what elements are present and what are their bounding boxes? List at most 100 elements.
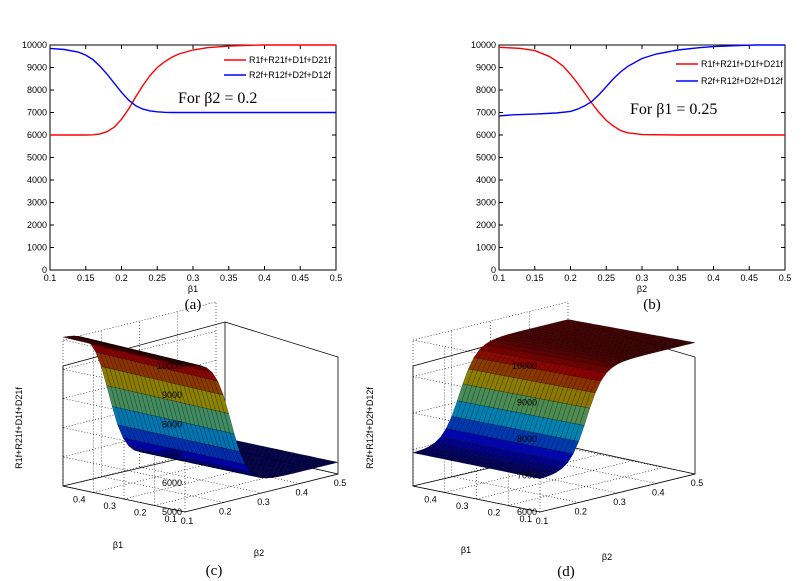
z-tick-label: 6000 [162, 478, 182, 488]
x-tick-label: 0.45 [740, 273, 758, 283]
y-grid-line [93, 454, 247, 493]
z-grid-line [62, 301, 217, 341]
panel-c-ticks: 5000 6000 7000 8000 9000 10000 0.1 0.2 0.3 0.4 0.5… [73, 361, 346, 526]
y-tick-label: 9000 [27, 63, 47, 73]
panel-b-xlabel: β2 [637, 284, 647, 294]
panel-d-ticks: 6000 7000 8000 9000 10000 0.1 0.2 0.3 0.4 0.5 0.1 0… [424, 361, 703, 526]
panel-b-legend-entry-1: R1f+R21f+D1f+D21f [701, 59, 783, 69]
panel-a-annotation: For β2 = 0.2 [178, 90, 257, 107]
x-tick-label: 0.5 [334, 478, 347, 488]
panel-b-ticks: 0.1 0.15 0.2 0.25 0.3 0.35 0.4 0.45 0.5 0 1000 2000… [471, 40, 791, 283]
panel-b-legend-box [671, 51, 785, 93]
panel-d-ylabel: β1 [461, 545, 471, 555]
panel-a-line-chart: 0.1 0.15 0.2 0.25 0.3 0.35 0.4 0.45 0.5 0 1000 2000… [22, 40, 342, 313]
panel-c-surface [62, 335, 339, 479]
y-tick-label: 7000 [27, 108, 47, 118]
x-tick-label: 0.25 [597, 273, 615, 283]
x-grid-line [412, 485, 541, 513]
z-grid-line [412, 301, 569, 341]
y-grid-line [539, 473, 696, 513]
panel-a-xlabel: β1 [188, 284, 198, 294]
panel-c-surface-plot: 5000 6000 7000 8000 9000 10000 0.1 0.2 0.3 0.4 0.5… [14, 301, 346, 579]
x-grid-line [451, 476, 579, 503]
series-line-1 [498, 46, 785, 136]
x-tick-label: 0.35 [669, 273, 687, 283]
panel-d-surface [412, 319, 696, 479]
panel-b-line-chart: 0.1 0.15 0.2 0.25 0.3 0.35 0.4 0.45 0.5 0 1000 2000… [471, 40, 791, 313]
y-tick-label: 2000 [476, 220, 496, 230]
y-tick-label: 0 [491, 265, 496, 275]
y-grid-line [154, 467, 308, 506]
panel-b-legend: R1f+R21f+D1f+D21f R2f+R12f+D2f+D12f [671, 51, 785, 93]
z-tick-label: 10000 [157, 361, 182, 371]
y-tick-label: 0.1 [164, 514, 177, 524]
y-tick-label: 6000 [476, 130, 496, 140]
x-tick-label: 0.1 [181, 516, 194, 526]
panel-d-caption: (d) [557, 564, 575, 580]
x-tick-label: 0.15 [526, 273, 544, 283]
x-tick-label: 0.1 [493, 273, 506, 283]
x-tick-label: 0.1 [44, 273, 57, 283]
y-tick-label: 8000 [27, 85, 47, 95]
x-tick-label: 0.3 [636, 273, 649, 283]
x-tick-label: 0.3 [613, 497, 626, 507]
y-grid-line [476, 460, 632, 500]
y-tick-label: 0.2 [488, 508, 501, 518]
x-tick-label: 0.5 [691, 478, 704, 488]
panel-a-series [49, 44, 336, 136]
y-tick-label: 10000 [22, 40, 47, 50]
x-tick-label: 0.4 [707, 273, 720, 283]
x-tick-label: 0.45 [291, 273, 309, 283]
panel-c-xlabel: β2 [254, 548, 264, 558]
x-grid-line [567, 447, 696, 475]
y-tick-label: 0.1 [519, 514, 532, 524]
surface-patch [328, 461, 339, 464]
surface-patch [684, 341, 696, 345]
y-tick-label: 0.4 [424, 495, 437, 505]
y-tick-label: 0.4 [73, 495, 86, 505]
panel-a-legend: R1f+R21f+D1f+D21f R2f+R12f+D2f+D12f [217, 51, 335, 87]
z-tick-label: 9000 [517, 398, 537, 408]
x-tick-label: 0.4 [652, 488, 665, 498]
x-tick-label: 0.35 [220, 273, 238, 283]
panel-b-caption: (b) [643, 297, 661, 313]
y-grid-line [123, 460, 278, 500]
y-tick-label: 8000 [476, 85, 496, 95]
y-tick-label: 9000 [476, 63, 496, 73]
panel-a-legend-entry-2: R2f+R12f+D2f+D12f [249, 70, 331, 80]
panel-c-zlabel: R1f+R21f+D1f+D21f [14, 387, 24, 469]
x-tick-label: 0.4 [295, 488, 308, 498]
x-tick-label: 0.5 [330, 273, 343, 283]
z-tick-label: 8000 [162, 419, 182, 429]
panel-a-legend-box [217, 51, 335, 87]
x-tick-label: 0.4 [258, 273, 271, 283]
x-tick-label: 0.2 [574, 507, 587, 517]
y-tick-label: 5000 [27, 153, 47, 163]
x-tick-label: 0.25 [148, 273, 166, 283]
y-tick-label: 0.2 [134, 508, 147, 518]
panel-a-legend-entry-1: R1f+R21f+D1f+D21f [249, 55, 331, 65]
panel-d-zlabel: R2f+R12f+D2f+D12f [365, 387, 375, 469]
panel-a-ticks: 0.1 0.15 0.2 0.25 0.3 0.35 0.4 0.45 0.5 0 1000 2000… [22, 40, 342, 283]
y-tick-label: 3000 [27, 198, 47, 208]
y-tick-label: 0.3 [456, 501, 469, 511]
y-tick-label: 4000 [27, 175, 47, 185]
x-tick-label: 0.2 [564, 273, 577, 283]
z-tick-label: 9000 [162, 390, 182, 400]
panel-d-xlabel: β2 [602, 552, 612, 562]
panel-d-floor-edge-2 [574, 447, 696, 475]
z-tick-label: 5000 [162, 507, 182, 517]
z-tick-label: 10000 [512, 361, 537, 371]
y-tick-label: 2000 [27, 220, 47, 230]
z-tick-label: 7000 [162, 449, 182, 459]
y-grid-line [444, 454, 600, 493]
z-grid-line [62, 330, 217, 370]
x-tick-label: 0.2 [115, 273, 128, 283]
y-grid-line [508, 467, 664, 506]
series-line-2 [498, 44, 785, 117]
panel-b-series [498, 44, 785, 136]
series-line-1 [50, 44, 336, 136]
panel-c-ylabel: β1 [113, 540, 123, 550]
y-tick-label: 5000 [476, 153, 496, 163]
